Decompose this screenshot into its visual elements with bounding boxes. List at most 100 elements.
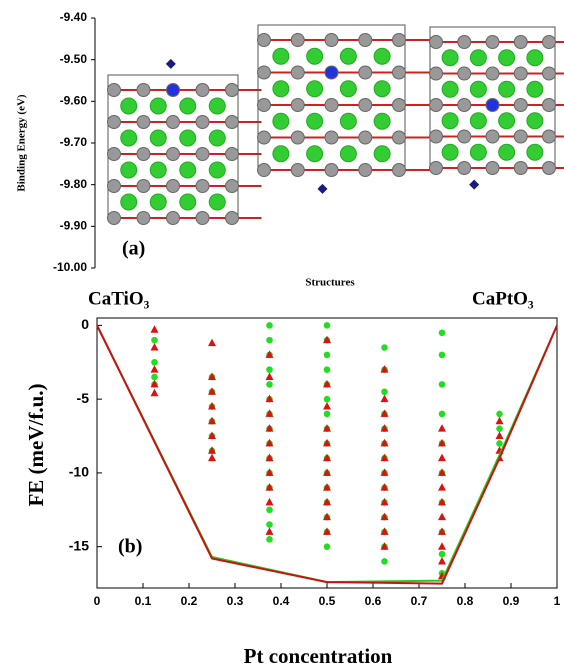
atom (108, 180, 121, 193)
data-point (266, 498, 274, 506)
data-point (318, 184, 328, 194)
data-point (151, 343, 159, 351)
data-point (151, 325, 159, 333)
atom (486, 36, 499, 49)
atom (514, 36, 527, 49)
atom (543, 162, 556, 175)
atom (442, 50, 458, 66)
atom (393, 66, 406, 79)
data-point (439, 381, 446, 388)
x-tick-label: 1 (554, 594, 561, 608)
x-tick-label: 0.7 (411, 594, 428, 608)
data-point (439, 551, 446, 558)
atom (150, 194, 166, 210)
atom (527, 144, 543, 160)
y-tick-label: -9.90 (60, 219, 88, 233)
atom (499, 50, 515, 66)
data-point (381, 344, 388, 351)
atom (273, 81, 289, 97)
atom (543, 67, 556, 80)
atom (167, 212, 180, 225)
atom (167, 116, 180, 129)
y-tick-label: -5 (77, 390, 90, 406)
atom (527, 50, 543, 66)
atom (137, 212, 150, 225)
atom (514, 67, 527, 80)
atom (258, 66, 271, 79)
y-tick-label: -9.80 (60, 177, 88, 191)
data-point (324, 396, 331, 403)
atom (340, 146, 356, 162)
atom (291, 131, 304, 144)
data-point (266, 381, 273, 388)
annotation: CaTiO₃ (88, 288, 150, 309)
atom (499, 81, 515, 97)
atom (121, 98, 137, 114)
atom (430, 67, 443, 80)
atom (258, 131, 271, 144)
atom (393, 99, 406, 112)
atom (458, 99, 471, 112)
atom (291, 34, 304, 47)
pt-atom (167, 84, 179, 96)
y-tick-label: -10 (69, 464, 89, 480)
data-point (496, 432, 504, 440)
atom (291, 66, 304, 79)
data-point (151, 374, 158, 381)
data-point (266, 521, 273, 528)
atom (108, 116, 121, 129)
panel-label: (b) (118, 536, 142, 558)
atom (121, 162, 137, 178)
data-point (324, 366, 331, 373)
y-tick-label: -9.40 (60, 10, 88, 24)
x-tick-label: 0 (94, 594, 101, 608)
data-point (438, 454, 446, 462)
data-point (166, 59, 176, 69)
atom (340, 48, 356, 64)
data-point (266, 507, 273, 514)
atom (226, 180, 239, 193)
data-point (324, 411, 331, 418)
atom (137, 148, 150, 161)
data-point (208, 454, 216, 462)
x-tick-label: 0.3 (227, 594, 244, 608)
atom (393, 164, 406, 177)
atom (150, 162, 166, 178)
atom (430, 130, 443, 143)
data-point (496, 440, 503, 447)
atom (514, 162, 527, 175)
atom (458, 130, 471, 143)
atom (209, 194, 225, 210)
atom (209, 162, 225, 178)
data-point (208, 339, 216, 347)
atom (108, 212, 121, 225)
atom (137, 84, 150, 97)
data-point (151, 365, 159, 373)
atom (121, 130, 137, 146)
atom (226, 116, 239, 129)
x-tick-label: 0.1 (135, 594, 152, 608)
atom (307, 48, 323, 64)
atom (137, 116, 150, 129)
atom (108, 84, 121, 97)
data-point (439, 352, 446, 359)
atom (527, 81, 543, 97)
atom (226, 84, 239, 97)
atom (527, 113, 543, 129)
data-point (324, 352, 331, 359)
atom (514, 130, 527, 143)
data-point (381, 395, 389, 403)
atom (196, 180, 209, 193)
data-point (469, 180, 479, 190)
atom (150, 130, 166, 146)
data-point (324, 543, 331, 550)
data-point (438, 483, 446, 491)
pt-atom (487, 99, 499, 111)
atom (458, 162, 471, 175)
atom (307, 81, 323, 97)
x-axis-label: Pt concentration (244, 644, 393, 668)
atom (442, 144, 458, 160)
atom (325, 34, 338, 47)
atom (150, 98, 166, 114)
atom (359, 99, 372, 112)
